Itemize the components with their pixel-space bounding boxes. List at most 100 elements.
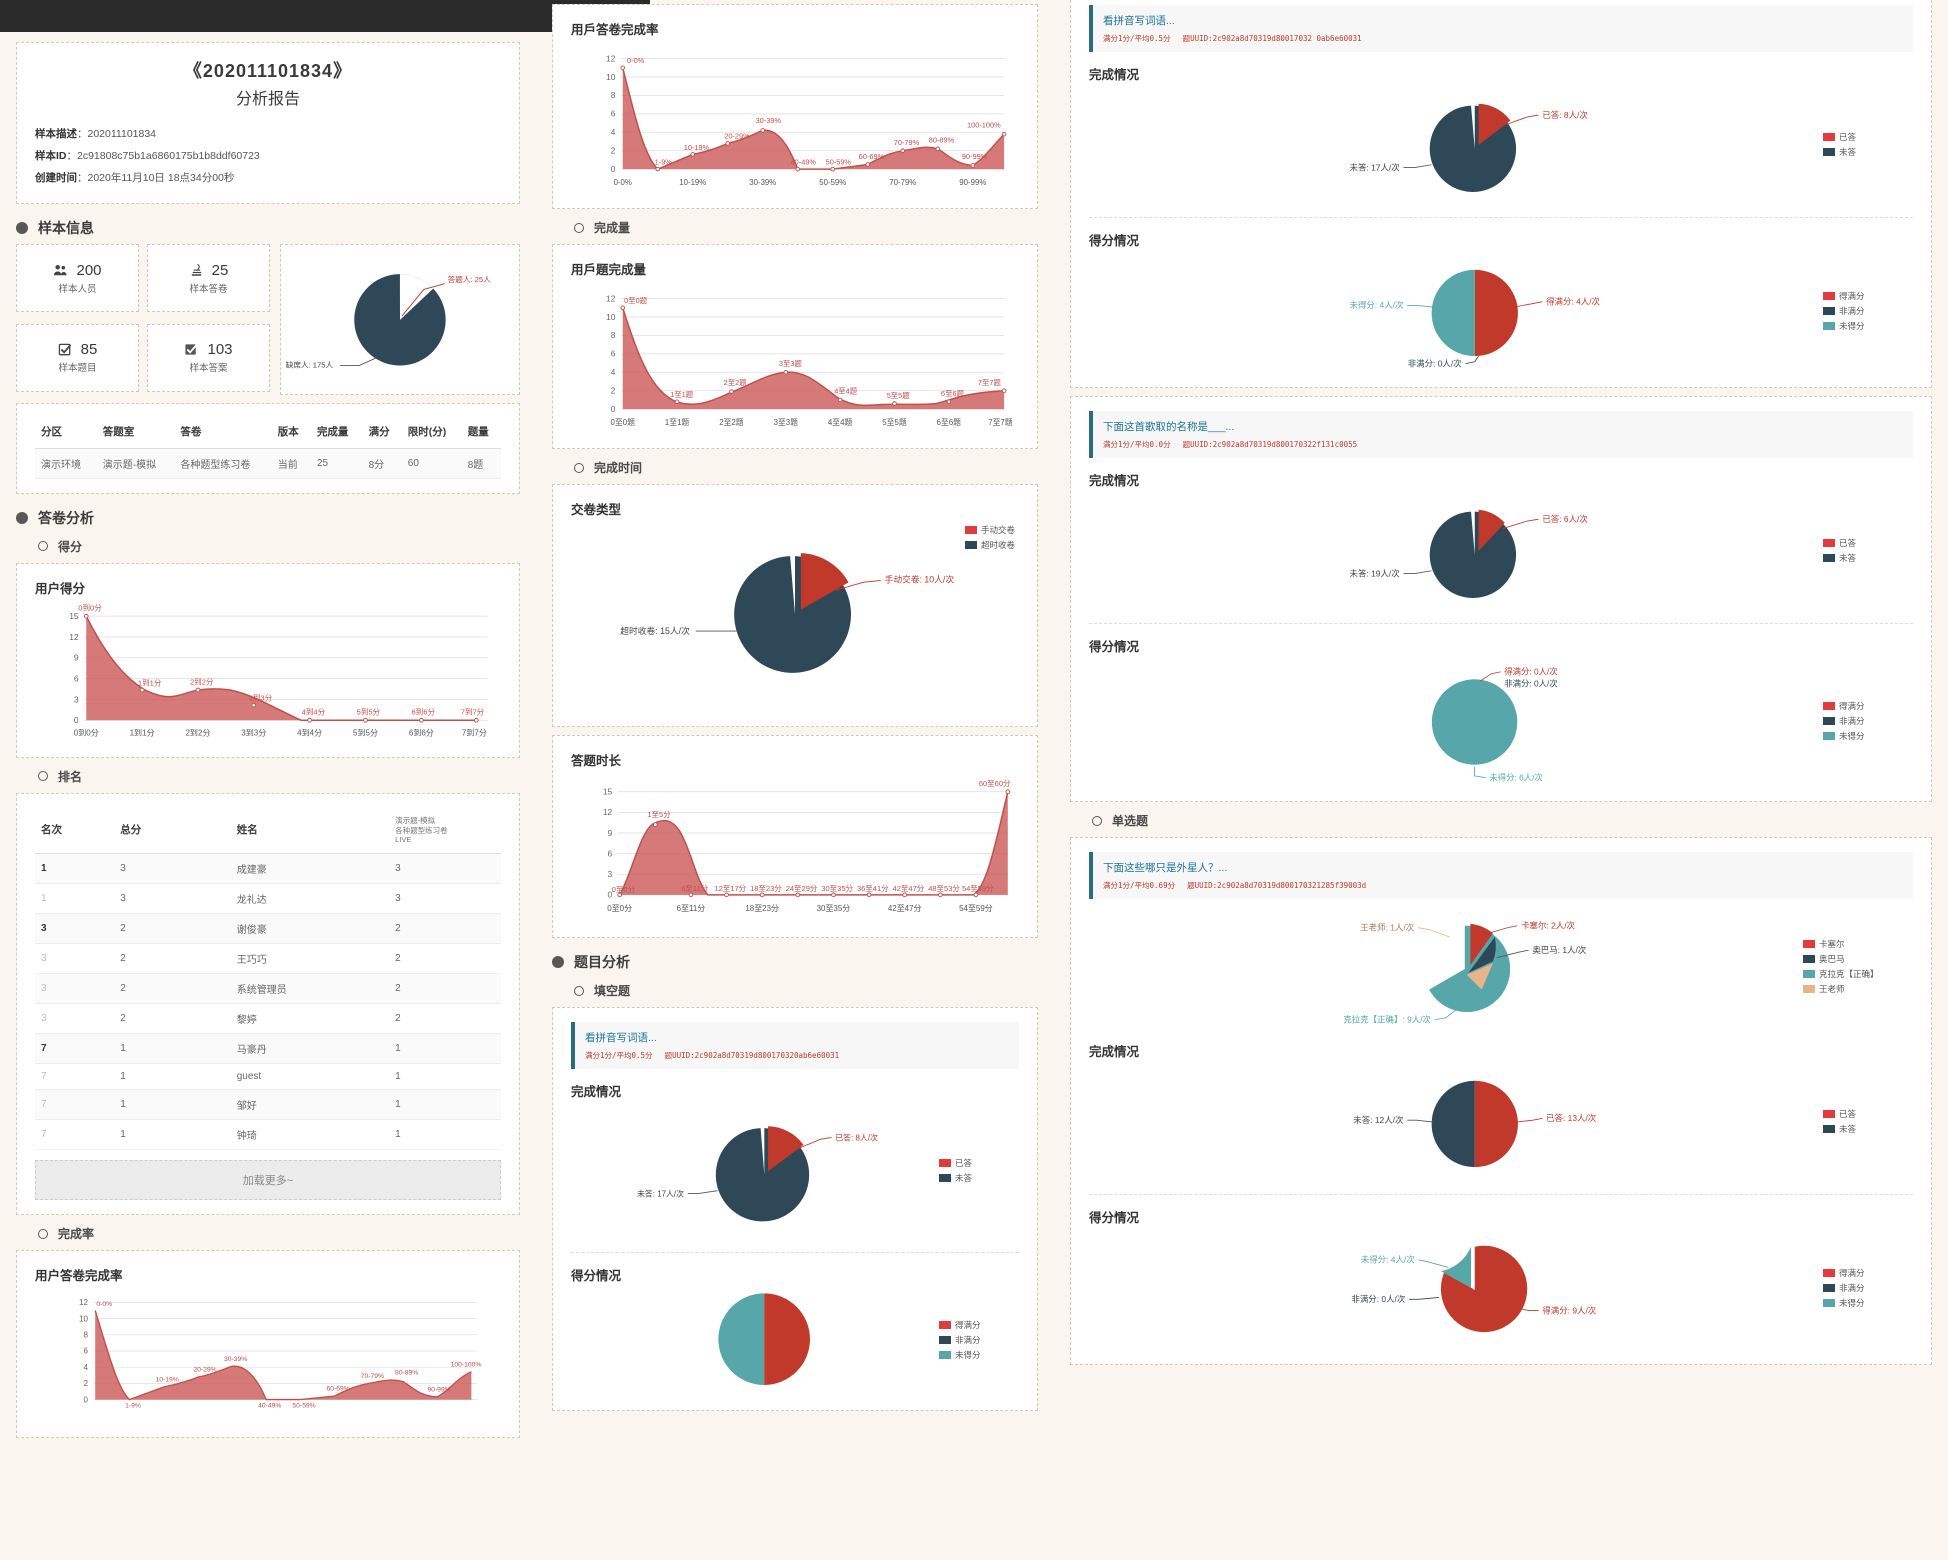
xt-2: 2至2题 (719, 418, 744, 427)
td-total: 1 (114, 1033, 231, 1065)
table-row: 7 1 guest 1 (35, 1063, 501, 1091)
pt-0: 0至0分 (612, 885, 636, 894)
scoring-pie-row: 得满分: 0人/次 非满分: 0人/次 未得分: 6人/次 得满分 非满分 未得… (1089, 657, 1913, 787)
svg-text:10: 10 (606, 72, 616, 82)
xtick-6: 6到6分 (409, 728, 434, 737)
question-title[interactable]: 下面这首歌取的名称是___... (1103, 421, 1235, 433)
scoring-pie: 得满分: 0人/次 非满分: 0人/次 未得分: 6人/次 (1431, 667, 1558, 783)
pt-5: 40-49% (258, 1403, 281, 1410)
question-header[interactable]: 下面这些哪只是外星人？... 满分1分/平均0.69分 题UUID:2c902a… (1089, 852, 1913, 899)
xtick-1: 1到1分 (130, 728, 155, 737)
svg-text:0: 0 (74, 715, 79, 725)
point-label-5: 5到5分 (357, 707, 381, 716)
section-question-analysis: 题目分析 (552, 952, 1038, 972)
td-total: 1 (114, 1063, 231, 1091)
legend-item: 已答 (939, 1157, 1019, 1169)
question-title[interactable]: 看拼音写词语... (585, 1032, 657, 1044)
xtick-7: 7到7分 (462, 728, 487, 737)
meta-value-2: 2020年11月10日 18点34分00秒 (87, 172, 235, 185)
svg-text:3: 3 (74, 694, 79, 704)
question-uuid-meta: 题UUID:2c902a8d70319d800170322f131c0055 (1182, 440, 1358, 449)
question-count-area-chart: 12 10 8 6 4 2 0 0至0题 1至1题 2至2题 3至3题 4至4题 5至5题 (606, 293, 1013, 427)
meta-value-1: 2c91808c75b1a6860175b1b8ddf60723 (77, 150, 260, 163)
td-total: 3 (114, 883, 231, 915)
th-6: 限时(分) (401, 418, 462, 449)
pie-label-absent: 缺席人: 175人 (286, 360, 334, 370)
svg-text:12: 12 (79, 1298, 88, 1307)
pie-label-manual: 手动交卷: 10人/次 (885, 573, 955, 584)
question-title[interactable]: 看拼音写词语... (1103, 15, 1175, 27)
td-rank: 7 (35, 1063, 115, 1091)
question-score-meta: 满分1分/平均0.0分 (1103, 440, 1171, 449)
table-header-row: 分区 答题室 答卷 版本 完成量 满分 限时(分) 题量 (35, 418, 501, 449)
legend-item: 非满分 (1823, 305, 1913, 317)
section-paper-analysis-label: 答卷分析 (38, 509, 94, 526)
legend-label: 未得分 (1839, 1297, 1865, 1308)
question-title[interactable]: 下面这些哪只是外星人？... (1103, 862, 1228, 874)
pie-label-option-2: 克拉克【正确】: 9人/次 (1343, 1014, 1431, 1024)
point-label-0: 0到0分 (78, 603, 102, 612)
td-paper: 3 (389, 853, 501, 885)
pt-10: 90-99% (962, 152, 988, 161)
svg-text:6: 6 (611, 349, 616, 359)
svg-text:8: 8 (84, 1331, 89, 1340)
pt-9: 80-89% (929, 135, 955, 144)
report-meta: 样本描述：202011101834 样本ID：2c91808c75b1a6860… (35, 128, 260, 185)
pie-label-partial: 非满分: 0人/次 (1408, 358, 1462, 368)
question-header[interactable]: 看拼音写词语... 满分1分/平均0.5分 题UUID:2c902a8d7031… (1089, 5, 1913, 52)
ring-icon (1092, 815, 1102, 826)
table-row: 3 2 系统管理员 2 (35, 973, 501, 1005)
table-row: 7 1 钟琦 1 (35, 1119, 501, 1151)
legend-label-0: 手动交卷 (980, 525, 1015, 535)
legend-label: 克拉克【正确】 (1819, 969, 1879, 979)
td-rank: 7 (35, 1089, 115, 1121)
point-label-3: 3到3分 (249, 693, 273, 702)
td-rank: 1 (35, 883, 115, 915)
xt-2: 18至23分 (745, 904, 779, 913)
completion-pie: 已答: 8人/次 未答: 17人/次 (1350, 103, 1588, 192)
svg-text:10: 10 (79, 1314, 88, 1323)
subsection-score-label: 得分 (58, 539, 83, 554)
svg-text:4: 4 (84, 1363, 89, 1372)
question-card-fill-1-right: 看拼音写词语... 满分1分/平均0.5分 题UUID:2c902a8d7031… (1070, 0, 1932, 388)
divider (1089, 1194, 1913, 1195)
load-more-button[interactable]: 加载更多~ (35, 1160, 501, 1201)
pt-10: 90-99% (427, 1387, 450, 1394)
question-header[interactable]: 看拼音写词语... 满分1分/平均0.5分 题UUID:2c902a8d7031… (571, 1022, 1019, 1069)
people-icon (54, 264, 67, 275)
svg-text:2: 2 (84, 1379, 89, 1388)
legend-item: 王老师 (1803, 983, 1913, 995)
pt-4: 30-39% (224, 1356, 247, 1363)
pt-0: 0-0% (627, 56, 645, 65)
user-paper-completion-rate-card-2: 用户答卷完成率 12 10 8 6 4 2 0 0-0% 1-9% 10-19% (16, 1250, 520, 1439)
td-7: 8题 (461, 448, 501, 479)
td-paper: 2 (389, 913, 501, 945)
subsection-completion-time-label: 完成时间 (594, 461, 643, 475)
subsection-completion-time: 完成时间 (574, 459, 1038, 476)
td-total: 2 (114, 973, 231, 1005)
completion-pie-row: 已答: 8人/次 未答: 17人/次 已答 未答 (571, 1102, 1019, 1242)
pt-5: 24至29分 (786, 884, 818, 893)
bullet-icon (16, 511, 28, 524)
user-score-area-chart: 15 12 9 6 3 0 0到0分 1到1分 2到2分 3到3分 4到4分 5到5分 (69, 603, 488, 737)
pt-5: 40-49% (791, 158, 817, 167)
svg-text:15: 15 (69, 611, 79, 621)
pt-9: 80-89% (395, 1369, 418, 1376)
legend-item: 非满分 (1823, 1282, 1913, 1294)
legend-label: 得满分 (1839, 1267, 1865, 1278)
question-header[interactable]: 下面这首歌取的名称是___... 满分1分/平均0.0分 题UUID:2c902… (1089, 411, 1913, 458)
xt-6: 6至6题 (937, 418, 962, 427)
meta-value-0: 202011101834 (87, 128, 157, 140)
xt-3: 30至35分 (817, 904, 851, 913)
svg-text:8: 8 (611, 90, 616, 100)
legend-label: 卡塞尔 (1819, 939, 1845, 949)
pt-1: 1至1题 (670, 390, 694, 399)
legend-item: 已答 (1823, 1108, 1913, 1120)
point-label-1: 1到1分 (138, 678, 162, 687)
tile-sample-answers: 103 样本答案 (147, 323, 270, 392)
xtick-5: 5到5分 (353, 728, 378, 737)
svg-text:2: 2 (611, 385, 616, 395)
legend-item: 未答 (939, 1172, 1019, 1184)
subsection-rank: 排名 (38, 768, 520, 785)
xtick-2: 2到2分 (185, 728, 210, 737)
